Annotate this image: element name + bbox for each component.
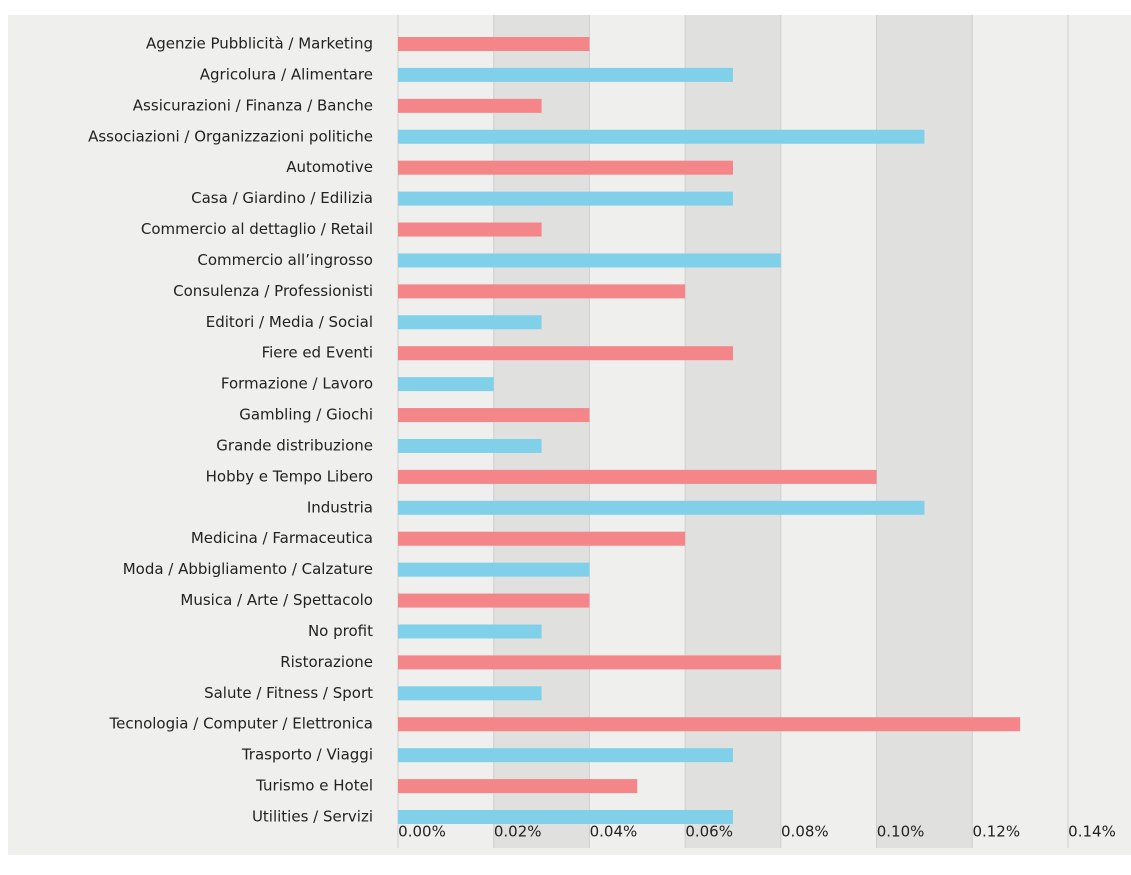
bar xyxy=(398,315,542,330)
y-tick-label: Salute / Fitness / Sport xyxy=(204,684,373,702)
y-tick-label: Formazione / Lavoro xyxy=(221,375,373,393)
x-tick-label: 0.08% xyxy=(781,823,829,841)
bar xyxy=(398,253,781,268)
y-tick-label: Fiere ed Eventi xyxy=(262,344,373,362)
y-tick-label: Grande distribuzione xyxy=(216,436,373,454)
bar xyxy=(398,810,733,824)
y-tick-label: Medicina / Farmaceutica xyxy=(191,529,373,547)
y-tick-label: Assicurazioni / Finanza / Banche xyxy=(133,96,373,114)
x-tick-label: 0.06% xyxy=(685,823,733,841)
y-tick-label: Gambling / Giochi xyxy=(239,406,373,424)
y-tick-label: Automotive xyxy=(286,158,373,176)
y-tick-label: Turismo e Hotel xyxy=(255,777,373,795)
bar xyxy=(398,779,638,794)
bar xyxy=(398,37,590,51)
y-tick-label: Editori / Media / Social xyxy=(206,313,373,331)
y-tick-label: Industria xyxy=(307,498,373,516)
bar xyxy=(398,624,542,639)
bar xyxy=(398,655,781,670)
bar xyxy=(398,748,733,763)
bar xyxy=(398,686,542,701)
y-tick-label: Associazioni / Organizzazioni politiche xyxy=(88,127,373,145)
x-tick-label: 0.14% xyxy=(1068,823,1116,841)
bar xyxy=(398,531,686,546)
y-tick-label: Utilities / Servizi xyxy=(252,808,373,826)
bar xyxy=(398,191,733,206)
y-tick-label: Commercio al dettaglio / Retail xyxy=(141,220,373,238)
x-tick-label: 0.00% xyxy=(398,823,446,841)
y-tick-label: Moda / Abbigliamento / Calzature xyxy=(123,560,373,578)
grid-band xyxy=(493,15,590,848)
bar xyxy=(398,408,590,423)
bar xyxy=(398,469,877,484)
bar xyxy=(398,222,542,237)
bar xyxy=(398,438,542,453)
bar xyxy=(398,377,494,392)
y-tick-label: Tecnologia / Computer / Elettronica xyxy=(108,715,373,733)
x-tick-label: 0.02% xyxy=(494,823,542,841)
bar xyxy=(398,284,686,299)
y-tick-label: Trasporto / Viaggi xyxy=(241,746,373,764)
y-tick-label: Ristorazione xyxy=(280,653,373,671)
y-tick-label: Agenzie Pubblicità / Marketing xyxy=(146,35,373,53)
bar xyxy=(398,98,542,113)
bar xyxy=(398,160,733,175)
grid-band xyxy=(685,15,781,848)
bar xyxy=(398,129,925,144)
x-tick-label: 0.04% xyxy=(590,823,638,841)
y-tick-label: Commercio all’ingrosso xyxy=(197,251,373,269)
grid-band xyxy=(876,15,973,848)
bar xyxy=(398,67,733,82)
y-tick-label: Consulenza / Professionisti xyxy=(173,282,373,300)
bar xyxy=(398,500,925,515)
bar xyxy=(398,562,590,577)
y-tick-label: Musica / Arte / Spettacolo xyxy=(180,591,373,609)
bar xyxy=(398,717,1021,732)
bar xyxy=(398,346,733,361)
x-tick-label: 0.10% xyxy=(877,823,925,841)
bar xyxy=(398,593,590,608)
y-tick-label: Casa / Giardino / Edilizia xyxy=(191,189,373,207)
y-tick-label: No profit xyxy=(308,622,373,640)
y-tick-label: Agricolura / Alimentare xyxy=(200,65,373,83)
x-tick-label: 0.12% xyxy=(972,823,1020,841)
y-tick-label: Hobby e Tempo Libero xyxy=(206,467,373,485)
